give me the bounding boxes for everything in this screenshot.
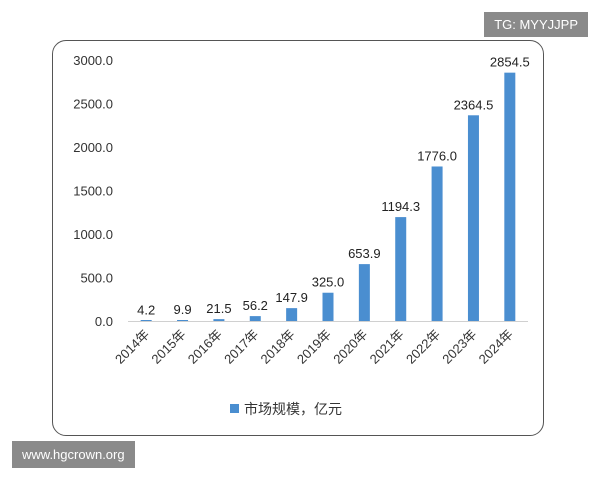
chart-frame bbox=[52, 40, 544, 436]
x-tick-label: 2023年 bbox=[439, 327, 479, 367]
data-label: 653.9 bbox=[348, 246, 381, 261]
bar bbox=[431, 166, 443, 321]
data-label: 1194.3 bbox=[381, 199, 420, 214]
x-tick-label: 2016年 bbox=[185, 327, 225, 367]
bar bbox=[213, 319, 225, 321]
data-label: 147.9 bbox=[275, 290, 308, 305]
x-tick-label: 2014年 bbox=[112, 327, 152, 367]
data-label: 21.5 bbox=[206, 301, 231, 316]
data-label: 2854.5 bbox=[490, 55, 530, 70]
x-tick-label: 2018年 bbox=[258, 327, 298, 367]
legend: 市场规模，亿元 bbox=[230, 401, 342, 417]
watermark-bottom: www.hgcrown.org bbox=[12, 441, 135, 468]
y-tick-label: 0.0 bbox=[95, 314, 113, 329]
x-axis-labels: 2014年2015年2016年2017年2018年2019年2020年2021年… bbox=[112, 327, 516, 367]
bar bbox=[286, 308, 298, 321]
data-label: 1776.0 bbox=[417, 148, 457, 163]
bar bbox=[467, 115, 479, 321]
bar bbox=[140, 320, 152, 321]
bar bbox=[322, 292, 334, 321]
x-tick-label: 2020年 bbox=[330, 327, 370, 367]
bar bbox=[177, 320, 189, 321]
x-tick-label: 2022年 bbox=[403, 327, 443, 367]
x-tick-label: 2024年 bbox=[476, 327, 516, 367]
watermark-top: TG: MYYJJPP bbox=[484, 12, 588, 37]
y-tick-label: 1000.0 bbox=[73, 227, 113, 242]
data-label: 325.0 bbox=[312, 275, 345, 290]
y-tick-label: 1500.0 bbox=[73, 184, 113, 199]
bars bbox=[140, 72, 516, 321]
bar bbox=[249, 316, 261, 321]
legend-swatch bbox=[230, 404, 239, 413]
bar bbox=[504, 72, 516, 321]
x-tick-label: 2021年 bbox=[367, 327, 407, 367]
y-tick-label: 2000.0 bbox=[73, 140, 113, 155]
y-axis-ticks: 0.0 500.0 1000.0 1500.0 2000.0 2500.0 3000.0 bbox=[73, 53, 113, 329]
data-label: 9.9 bbox=[174, 302, 192, 317]
bar bbox=[358, 264, 370, 321]
data-label: 56.2 bbox=[243, 298, 268, 313]
x-tick-label: 2017年 bbox=[221, 327, 261, 367]
x-tick-label: 2019年 bbox=[294, 327, 334, 367]
y-tick-label: 500.0 bbox=[80, 271, 113, 286]
bar bbox=[395, 217, 407, 321]
x-tick-label: 2015年 bbox=[148, 327, 188, 367]
data-label: 4.2 bbox=[137, 303, 155, 318]
y-tick-label: 3000.0 bbox=[73, 53, 113, 68]
data-label: 2364.5 bbox=[454, 97, 494, 112]
legend-label: 市场规模，亿元 bbox=[244, 401, 342, 417]
y-tick-label: 2500.0 bbox=[73, 97, 113, 112]
